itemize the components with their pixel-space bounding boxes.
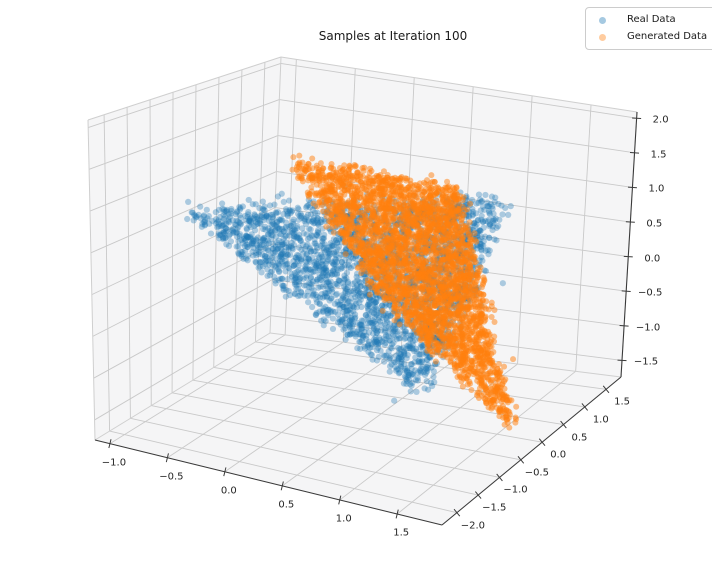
- y-tick-label: 1.0: [592, 414, 609, 426]
- x-tick-label: 0.5: [278, 499, 295, 511]
- z-tick-label: −1.5: [633, 356, 659, 368]
- z-tick-label: 2.0: [652, 114, 669, 126]
- legend-marker-real-data-icon: [599, 16, 606, 24]
- z-tick-label: 1.5: [650, 149, 667, 161]
- legend-label-real-data: Real Data: [627, 14, 676, 25]
- legend-marker-generated-data-icon: [599, 33, 606, 41]
- z-tick-label: 1.0: [648, 183, 665, 195]
- legend-item-real-data: Real Data: [599, 14, 707, 26]
- z-tick-label: −0.5: [638, 287, 663, 299]
- y-tick-label: −2.0: [460, 520, 486, 532]
- z-tick-label: 0.0: [644, 253, 661, 265]
- legend-label-generated-data: Generated Data: [627, 31, 708, 42]
- z-tick-label: −1.0: [635, 322, 661, 334]
- x-tick-label: 1.0: [335, 513, 352, 525]
- y-tick-label: 0.0: [550, 449, 567, 461]
- x-tick-label: −0.5: [159, 471, 184, 483]
- legend: Real Data Generated Data: [585, 7, 712, 50]
- x-tick-label: 0.0: [220, 485, 237, 497]
- legend-item-generated-data: Generated Data: [599, 31, 707, 43]
- chart-title: Samples at Iteration 100: [318, 29, 468, 43]
- z-tick-label: 0.5: [646, 218, 663, 230]
- y-tick-label: −0.5: [524, 467, 549, 479]
- y-tick-label: −1.5: [482, 502, 507, 514]
- y-tick-label: 1.5: [614, 396, 631, 408]
- x-tick-label: 1.5: [393, 527, 410, 539]
- y-tick-label: −1.0: [503, 484, 528, 496]
- x-tick-label: −1.0: [101, 457, 127, 469]
- y-tick-label: 0.5: [571, 432, 588, 444]
